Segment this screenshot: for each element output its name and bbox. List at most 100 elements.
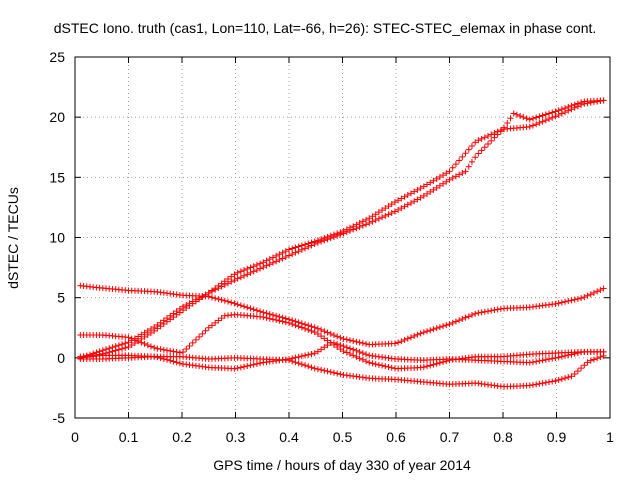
data-point (546, 379, 553, 386)
data-point (590, 289, 597, 296)
data-point (231, 277, 238, 284)
y-tick-label: 15 (49, 169, 65, 185)
data-point (549, 378, 556, 385)
data-point (536, 357, 543, 364)
data-point (234, 301, 241, 308)
data-point (504, 119, 511, 126)
data-point (456, 157, 463, 164)
data-point (192, 336, 199, 343)
data-point (571, 104, 578, 111)
data-point (597, 98, 604, 105)
data-point (321, 328, 328, 335)
data-point (430, 177, 437, 184)
data-point (600, 97, 607, 104)
data-point (475, 309, 482, 316)
data-point (414, 331, 421, 338)
series-sat-rising-A (77, 97, 607, 361)
data-point (369, 213, 376, 220)
data-point (424, 363, 431, 370)
data-point (452, 161, 459, 168)
data-point (231, 271, 238, 278)
data-point (465, 313, 472, 320)
data-point (491, 130, 498, 137)
data-point (212, 285, 219, 292)
data-point (517, 112, 524, 119)
data-point (154, 325, 161, 332)
data-point (253, 360, 260, 367)
data-point (385, 203, 392, 210)
data-point (401, 193, 408, 200)
data-point (199, 330, 206, 337)
data-point (359, 340, 366, 347)
data-point (542, 117, 549, 124)
data-point (337, 342, 344, 349)
data-point (125, 344, 132, 351)
data-point (343, 226, 350, 233)
data-point (462, 168, 469, 175)
data-point (584, 359, 591, 366)
data-point (314, 331, 321, 338)
x-tick-labels: 0 0.1 0.2 0.3 0.4 0.5 0.6 0.7 0.8 0.9 1 (71, 429, 614, 445)
data-point (385, 363, 392, 370)
data-point (350, 223, 357, 230)
data-point (279, 249, 286, 256)
data-point (128, 341, 135, 348)
data-point (292, 244, 299, 251)
data-point (407, 334, 414, 341)
data-point (289, 321, 296, 328)
data-point (363, 358, 370, 365)
data-point (574, 295, 581, 302)
data-point (115, 346, 122, 353)
data-point (363, 340, 370, 347)
data-point (144, 342, 151, 349)
data-point (346, 350, 353, 357)
data-point (404, 192, 411, 199)
data-point (578, 295, 585, 302)
data-point (334, 230, 341, 237)
data-point (388, 201, 395, 208)
data-point (398, 195, 405, 202)
data-point (321, 235, 328, 242)
data-point (533, 381, 540, 388)
data-point (359, 350, 366, 357)
data-point (208, 322, 215, 329)
data-point (417, 330, 424, 337)
data-point (311, 329, 318, 336)
data-point (147, 343, 154, 350)
data-point (343, 336, 350, 343)
data-point (555, 377, 562, 384)
data-point (562, 375, 569, 382)
data-point (289, 245, 296, 252)
data-point (359, 356, 366, 363)
data-point (427, 362, 434, 369)
data-point (122, 344, 129, 351)
data-point (321, 335, 328, 342)
y-tick-label: -5 (53, 410, 66, 426)
data-point (353, 353, 360, 360)
data-point (160, 346, 167, 353)
data-point (318, 346, 325, 353)
data-point (558, 299, 565, 306)
data-point (302, 362, 309, 369)
data-point (372, 217, 379, 224)
data-point (253, 307, 260, 314)
data-point (433, 325, 440, 332)
data-point (433, 175, 440, 182)
data-point (555, 354, 562, 361)
data-point (539, 357, 546, 364)
series-sat-low (77, 352, 607, 390)
data-point (298, 361, 305, 368)
data-point (266, 256, 273, 263)
data-point (485, 308, 492, 315)
data-point (173, 359, 180, 366)
data-point (411, 198, 418, 205)
data-point (189, 339, 196, 346)
data-point (552, 355, 559, 362)
data-point (241, 363, 248, 370)
data-point (241, 303, 248, 310)
data-point (247, 362, 254, 369)
data-point (459, 315, 466, 322)
data-point (391, 199, 398, 206)
data-point (311, 365, 318, 372)
